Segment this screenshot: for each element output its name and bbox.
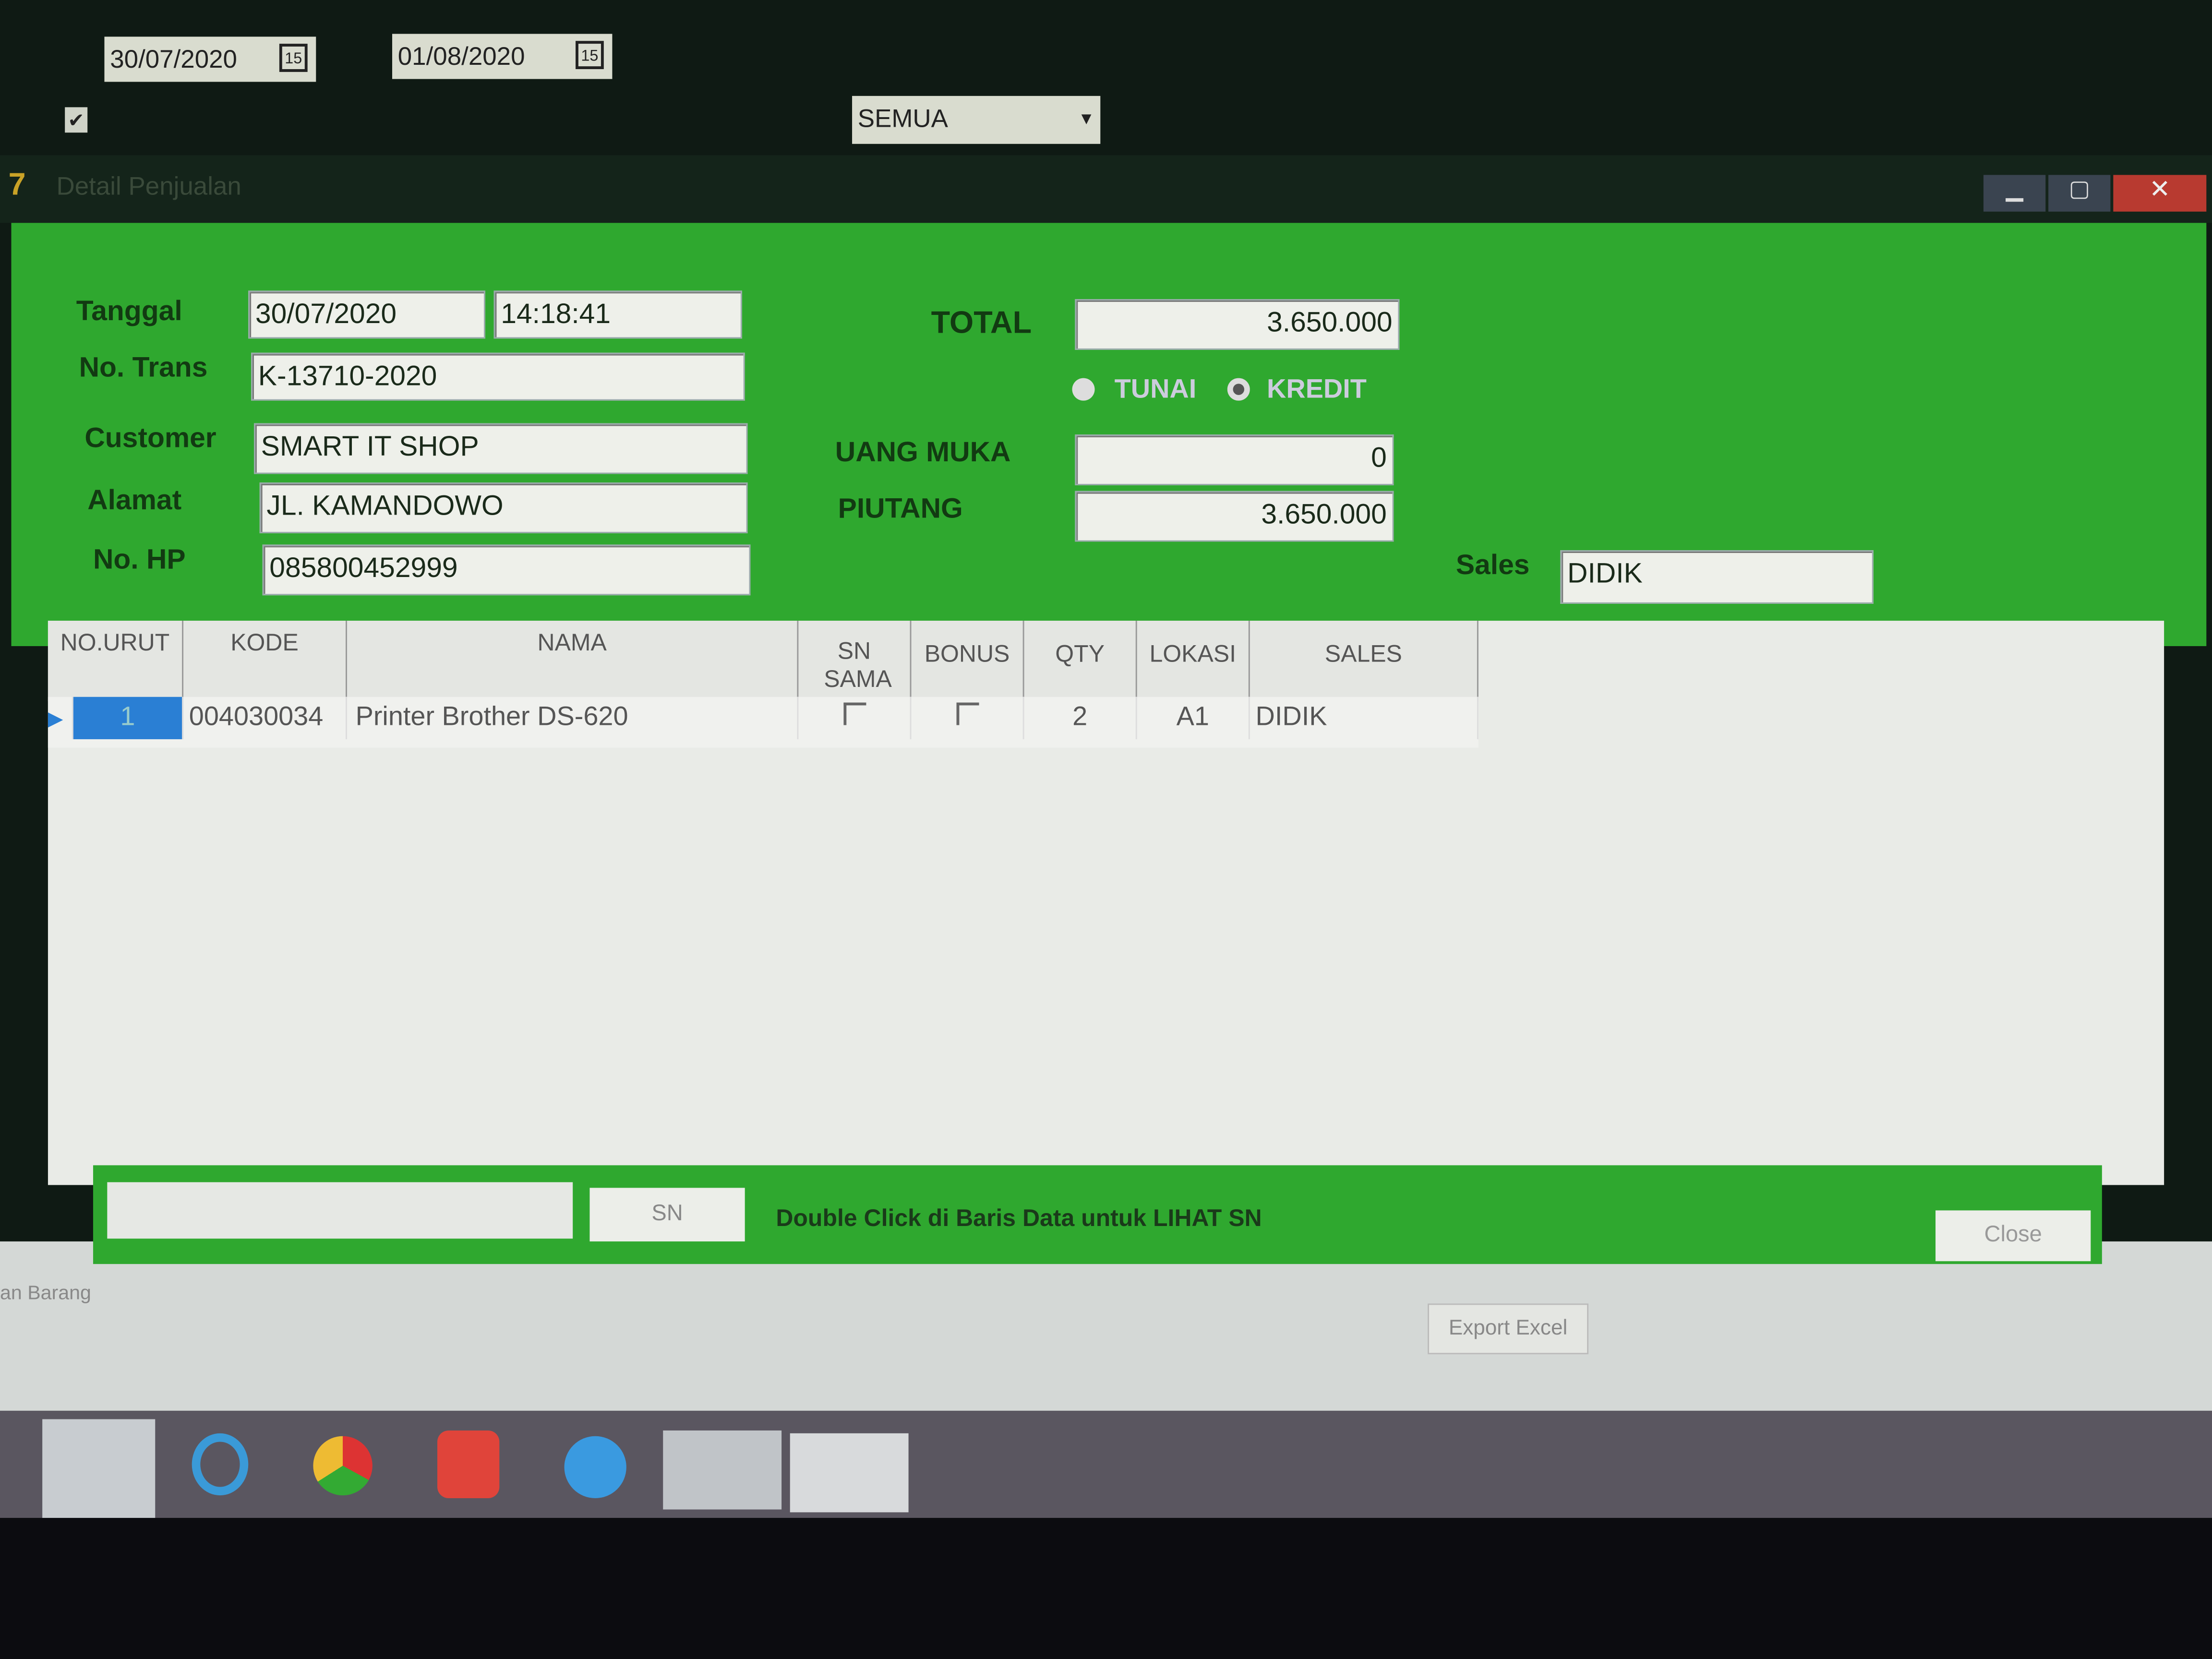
app-red-icon[interactable] (437, 1430, 500, 1499)
date-to-picker[interactable]: 01/08/2020 15 (392, 34, 613, 79)
column-header-sales[interactable]: SALES (1250, 621, 1479, 697)
date-to-value: 01/08/2020 (397, 42, 525, 71)
no-trans-field[interactable]: K-13710-2020 (251, 352, 745, 401)
grid-header: NO.URUT KODE NAMA SN SAMA BONUS QTY LOKA… (48, 621, 1479, 701)
sales-field[interactable]: DIDIK (1560, 550, 1874, 604)
cell-no-urut[interactable]: 1 (73, 697, 184, 739)
chrome-icon[interactable] (313, 1436, 373, 1496)
monitor-bezel (0, 1518, 2212, 1659)
column-header-lokasi[interactable]: LOKASI (1137, 621, 1250, 697)
internet-explorer-icon[interactable] (192, 1433, 249, 1496)
minimize-button[interactable]: ▁ (1983, 175, 2046, 212)
kredit-radio[interactable] (1227, 378, 1250, 401)
customer-label: Customer (84, 423, 216, 455)
alamat-field[interactable]: JL. KAMANDOWO (259, 482, 748, 533)
column-header-no-urut[interactable]: NO.URUT (48, 621, 184, 697)
tunai-radio[interactable] (1072, 378, 1095, 401)
date-from-picker[interactable]: 30/07/2020 15 (104, 36, 316, 82)
close-button[interactable]: Close (1936, 1210, 2091, 1262)
filter-checkbox[interactable]: ✔ (65, 107, 88, 133)
column-header-qty[interactable]: QTY (1024, 621, 1137, 697)
no-hp-field[interactable]: 085800452999 (262, 544, 751, 596)
calendar-icon[interactable]: 15 (576, 41, 604, 70)
background-panel (0, 1241, 2212, 1439)
left-tab-label[interactable]: an Barang (0, 1281, 91, 1304)
bonus-checkbox[interactable] (956, 702, 979, 725)
dialog-title: Detail Penjualan (56, 172, 241, 201)
no-trans-label: No. Trans (79, 352, 208, 384)
app-icon: 7 (8, 166, 26, 202)
column-header-sn-sama[interactable]: SN SAMA (798, 621, 912, 697)
kredit-label: KREDIT (1267, 375, 1367, 405)
chevron-down-icon[interactable]: ▼ (1078, 108, 1095, 129)
status-cells (107, 1182, 573, 1239)
uang-muka-field[interactable]: 0 (1075, 434, 1394, 485)
column-header-bonus[interactable]: BONUS (911, 621, 1024, 697)
filter-select-value: SEMUA (857, 104, 948, 133)
file-explorer-icon[interactable] (42, 1419, 156, 1518)
column-header-nama[interactable]: NAMA (347, 621, 799, 697)
close-window-button[interactable]: ✕ (2113, 175, 2207, 212)
detail-grid: NO.URUT KODE NAMA SN SAMA BONUS QTY LOKA… (48, 621, 2164, 1185)
document-icon[interactable] (663, 1430, 782, 1510)
hint-text: Double Click di Baris Data untuk LIHAT S… (776, 1204, 1262, 1232)
maximize-button[interactable]: ▢ (2048, 175, 2111, 212)
cell-sales[interactable]: DIDIK (1256, 697, 1479, 739)
piutang-label: PIUTANG (838, 493, 963, 525)
app-blue-icon[interactable] (564, 1436, 626, 1499)
taskbar (0, 1410, 2212, 1518)
cell-lokasi[interactable]: A1 (1137, 697, 1250, 739)
sn-button[interactable]: SN (589, 1188, 745, 1242)
date-from-value: 30/07/2020 (110, 45, 237, 73)
cell-nama[interactable]: Printer Brother DS-620 (356, 697, 799, 739)
filter-select[interactable]: SEMUA ▼ (852, 96, 1101, 144)
total-label: TOTAL (931, 304, 1032, 340)
window-app-icon[interactable] (790, 1433, 909, 1513)
tanggal-field[interactable]: 30/07/2020 (248, 290, 485, 339)
cell-kode[interactable]: 004030034 (189, 697, 347, 739)
sn-sama-checkbox[interactable] (842, 702, 866, 725)
time-field[interactable]: 14:18:41 (493, 290, 742, 339)
uang-muka-label: UANG MUKA (835, 437, 1011, 469)
cell-qty[interactable]: 2 (1024, 697, 1137, 739)
tunai-label: TUNAI (1114, 375, 1197, 405)
sales-label: Sales (1455, 550, 1530, 581)
cell-sn-sama[interactable] (798, 697, 912, 739)
tanggal-label: Tanggal (76, 296, 182, 327)
row-indicator-icon: ▶ (48, 697, 73, 739)
dialog-footer: SN Double Click di Baris Data untuk LIHA… (93, 1165, 2102, 1264)
column-header-kode[interactable]: KODE (183, 621, 347, 697)
piutang-field[interactable]: 3.650.000 (1075, 491, 1394, 542)
total-field[interactable]: 3.650.000 (1075, 299, 1400, 350)
dialog-titlebar[interactable]: 7 Detail Penjualan ▁ ▢ ✕ (0, 155, 2212, 223)
alamat-label: Alamat (87, 485, 182, 517)
customer-field[interactable]: SMART IT SHOP (253, 423, 748, 474)
no-hp-label: No. HP (93, 544, 186, 576)
export-excel-button[interactable]: Export Excel (1428, 1303, 1589, 1355)
table-row[interactable]: ▶ 1 004030034 Printer Brother DS-620 2 A… (48, 697, 1479, 748)
cell-bonus[interactable] (911, 697, 1024, 739)
calendar-icon[interactable]: 15 (279, 44, 308, 72)
